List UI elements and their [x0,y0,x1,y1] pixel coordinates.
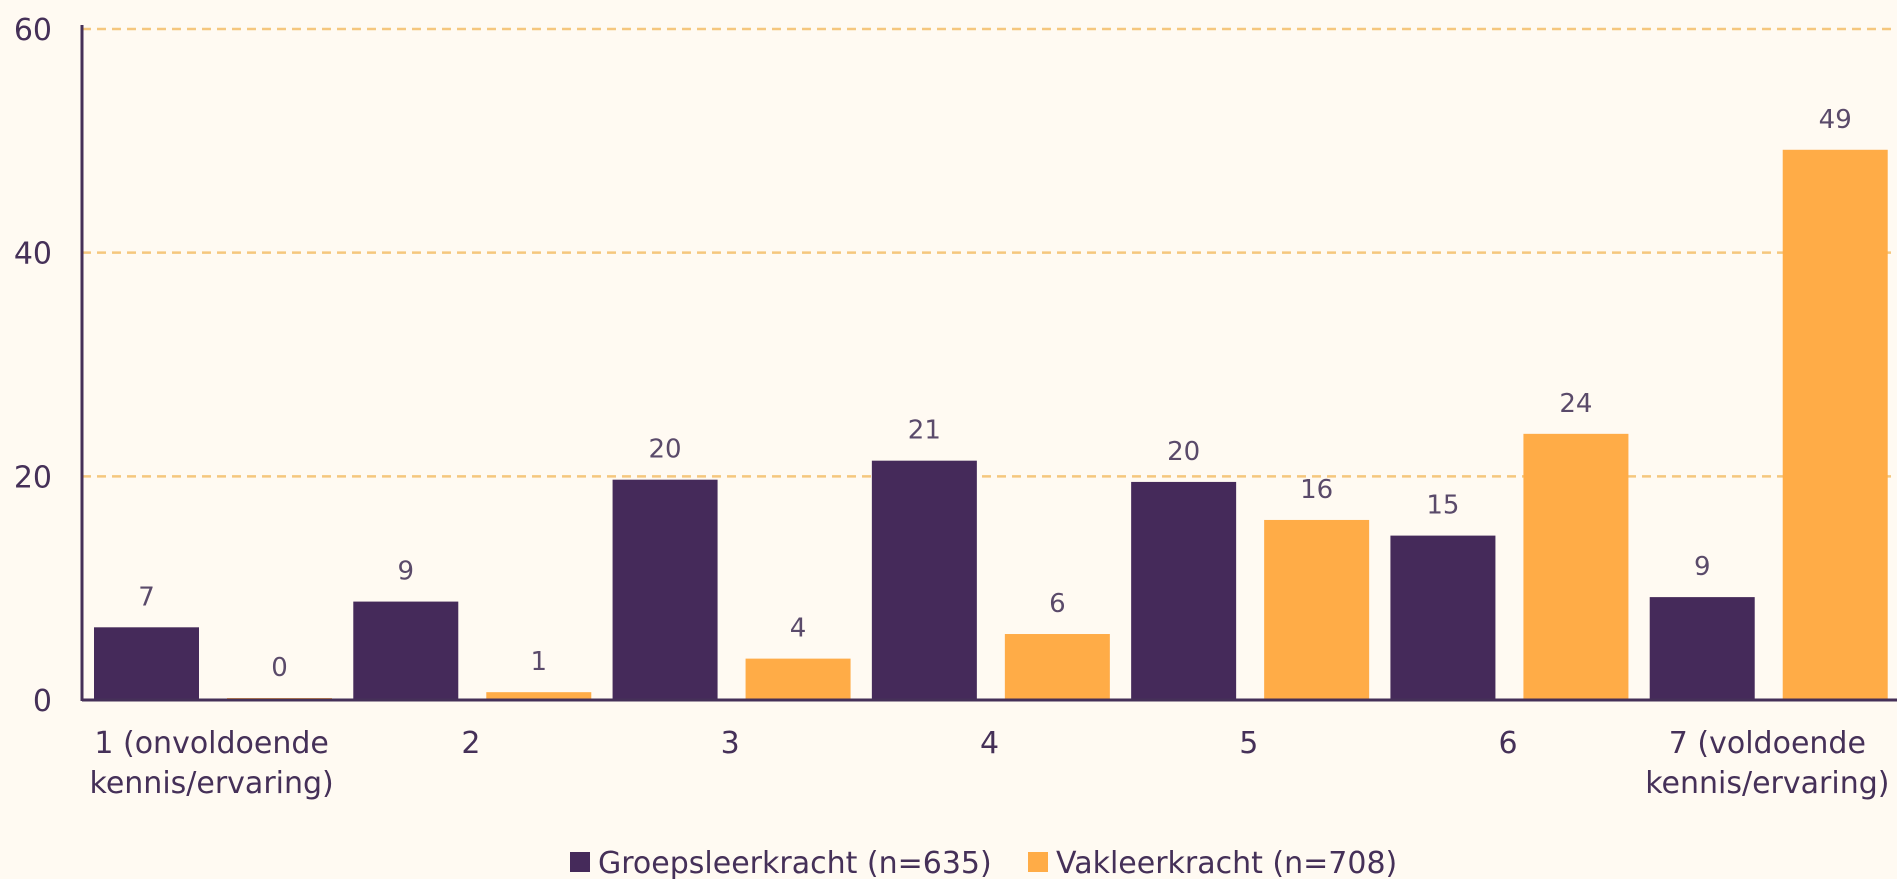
category-labels: 1 (onvoldoende kennis/ervaring) 2 3 4 5 6 7 (vo… [90,726,1890,801]
category-label: 5 [1239,726,1258,761]
data-labels: 7 9 20 21 20 15 9 0 1 4 6 16 24 49 [138,105,1852,683]
bar-groepsleerkracht [353,601,459,700]
data-label: 0 [271,653,288,683]
legend-swatch [570,852,590,872]
data-label: 20 [649,435,682,465]
legend-label: Vakleerkracht (n=708) [1056,846,1397,879]
data-label: 20 [1167,437,1200,467]
category-label: kennis/ervaring) [1645,766,1889,801]
bar-groepsleerkracht [94,627,199,700]
data-label: 7 [138,582,155,612]
category-label: kennis/ervaring) [90,766,334,801]
y-tick-label: 0 [33,684,52,719]
bar-vakleerkracht [745,658,851,700]
bar-vakleerkracht [1004,634,1110,700]
data-label: 16 [1300,475,1333,505]
y-axis-ticks: 0 20 40 60 [14,13,52,719]
data-label: 4 [790,614,807,644]
bar-groepsleerkracht [612,479,718,700]
bars [94,149,1888,700]
bar-groepsleerkracht [1649,597,1755,700]
category-label: 2 [461,726,480,761]
data-label: 15 [1426,491,1459,521]
axes [80,25,1897,702]
data-label: 1 [531,647,548,677]
data-label: 49 [1819,105,1852,135]
bar-groepsleerkracht [1131,481,1237,700]
legend-swatch [1028,852,1048,872]
bar-vakleerkracht [1523,433,1629,700]
category-label: 3 [721,726,740,761]
data-label: 9 [1694,552,1711,582]
y-tick-label: 20 [14,460,52,495]
bar-vakleerkracht [1264,519,1370,700]
data-label: 9 [398,557,415,587]
bar-groepsleerkracht [871,460,977,700]
bar-vakleerkracht [486,692,592,700]
category-label: 7 (voldoende [1669,726,1866,761]
y-tick-label: 40 [14,237,52,272]
legend-label: Groepsleerkracht (n=635) [598,846,992,879]
data-label: 6 [1049,589,1066,619]
bar-vakleerkracht [1782,149,1888,700]
category-label: 1 (onvoldoende [94,726,329,761]
y-tick-label: 60 [14,13,52,48]
legend: Groepsleerkracht (n=635) Vakleerkracht (n… [570,846,1397,879]
data-label: 21 [908,416,941,446]
data-label: 24 [1559,389,1592,419]
category-label: 4 [980,726,999,761]
category-label: 6 [1499,726,1518,761]
bar-groepsleerkracht [1390,535,1496,700]
gridlines [82,27,1897,478]
